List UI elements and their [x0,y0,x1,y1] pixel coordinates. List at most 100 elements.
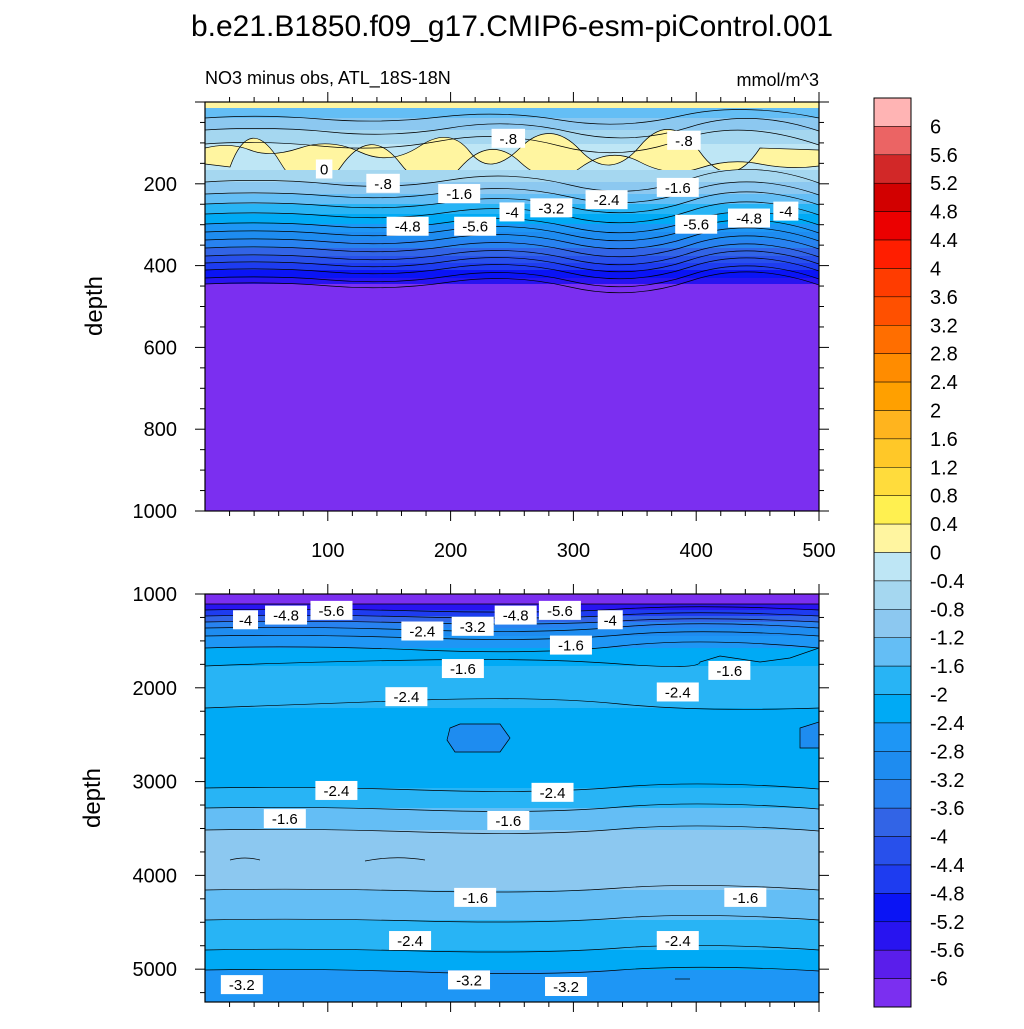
lower-contour-label-text: -2.4 [393,689,419,706]
upper-contour-label-text: -4 [505,204,518,221]
lower-contour-label: -2.4 [385,687,428,707]
colorbar-level-label: 0.8 [930,486,958,508]
colorbar-level-label: 4 [930,258,941,280]
colorbar-swatch [873,467,912,496]
lower-contour-label-text: -3.2 [460,619,486,636]
lower-contour-label: -3.2 [451,616,494,636]
upper-y-tick-label: 400 [144,256,177,278]
upper-y-tick-label: 600 [144,337,177,359]
colorbar-swatch [873,239,912,269]
lower-contour-label-box [441,659,484,679]
colorbar-level-label: -0.4 [930,571,964,593]
lower-contour-label: -3.2 [220,975,263,995]
lower-contour-label-text: -3.2 [229,977,255,994]
lower-contour-label-text: -1.6 [462,890,488,907]
upper-band-p [205,278,819,284]
upper-x-tick-label: 200 [434,540,467,562]
colorbar-level-label: -6 [930,969,948,991]
colorbar-swatch [873,637,912,667]
upper-contour-label-box [315,159,333,179]
lower-contour-label-box [656,931,699,951]
upper-contour-label-box [656,177,699,197]
lower-contour-label-text: -2.4 [665,933,691,950]
upper-y-axis-label: depth [81,276,108,336]
lower-contour-label-text: -4 [604,612,617,629]
colorbar-swatch [873,523,912,553]
colorbar-swatch [873,381,912,411]
lower-band-d [205,622,819,628]
colorbar-swatch [873,978,912,1008]
lower-contour-label-box [389,931,432,951]
lower-contour-label-box [597,610,623,630]
upper-contour-label: -.8 [491,128,526,148]
lower-band-deep [205,594,819,604]
colorbar-level-label: 4.4 [930,230,958,252]
colorbar-swatch [873,949,912,979]
upper-contour-label-box [530,198,573,218]
upper-band-j [205,232,819,240]
colorbar-swatch [873,665,912,695]
lower-contour-label-box [451,616,494,636]
lower-contour-label-box [545,976,588,996]
colorbar-level-label: 1.2 [930,457,958,479]
upper-axes: 100 200 300 400 500 200 400 600 800 1000 [133,92,836,562]
lower-plot-frame [204,593,820,1003]
lower-contour-label-box [454,887,497,907]
lower-contour-label-text: -4.8 [503,608,529,625]
upper-band-n [205,263,819,270]
lower-contour-label-box [656,682,699,702]
colorbar-level-label: 3.6 [930,287,958,309]
lower-contour-label-box [263,809,306,829]
upper-contour-label-text: -3.2 [538,200,564,217]
upper-x-tick-label: 400 [680,540,713,562]
upper-contour-label-box [454,216,497,236]
upper-contour-label: -.8 [366,173,400,193]
lower-contour-label-text: -4 [239,612,252,629]
upper-band-surface [205,108,819,118]
lower-band-p [205,970,819,1002]
upper-contour-label-text: -.8 [500,131,518,148]
lower-band-j [205,788,819,808]
lower-band-l [205,830,819,890]
colorbar-swatch [873,609,912,638]
colorbar-swatch [873,807,912,837]
lower-contour-label: -4 [597,610,623,630]
upper-y-tick-label: 800 [144,419,177,441]
upper-contour-label-box [491,128,526,148]
upper-contour-label-box [499,202,525,222]
colorbar-swatch [873,126,912,156]
colorbar-swatch [873,921,912,951]
upper-contour-label-text: 0 [320,161,328,178]
upper-x-tick-label: 500 [802,540,835,562]
lower-band-n [205,920,819,950]
lower-contour-label: -1.6 [708,660,751,680]
upper-band-o [205,270,819,278]
colorbar-level-label: -2 [930,685,948,707]
colorbar-swatch [873,97,912,127]
upper-contour-label-text: -1.6 [446,186,472,203]
lower-contour-label: -1.6 [487,810,530,830]
upper-contour-label-text: -4.8 [395,219,421,236]
lower-y-axis-label: depth [79,768,106,828]
upper-band-i [205,224,819,232]
lower-panel: -4 -4.8 -5.6 -2.4 -3.2 -4.8 -5.6 -4 -1.6 -1.6 -1.6… [79,584,829,1012]
upper-plot-area [205,102,819,511]
lower-contour-label: -2.4 [656,682,699,702]
lower-y-tick-label: 2000 [133,678,178,700]
upper-y-tick-label: 1000 [133,501,178,523]
lower-y-tick-label: 4000 [133,865,178,887]
colorbar-swatch [873,211,912,241]
upper-band-l [205,248,819,256]
lower-plot-area [205,594,819,1002]
lower-band-o [205,950,819,970]
lower-contour-label-box [315,780,358,800]
lower-contour-label-box [538,600,581,620]
upper-contour-label: -1.6 [438,184,481,204]
upper-contour-label: -5.6 [454,216,497,236]
upper-contour-label-text: -5.6 [462,219,488,236]
upper-contour-label-box [585,190,628,210]
upper-contour-label-text: -5.6 [683,217,709,234]
upper-contour-label: -4 [773,201,799,221]
